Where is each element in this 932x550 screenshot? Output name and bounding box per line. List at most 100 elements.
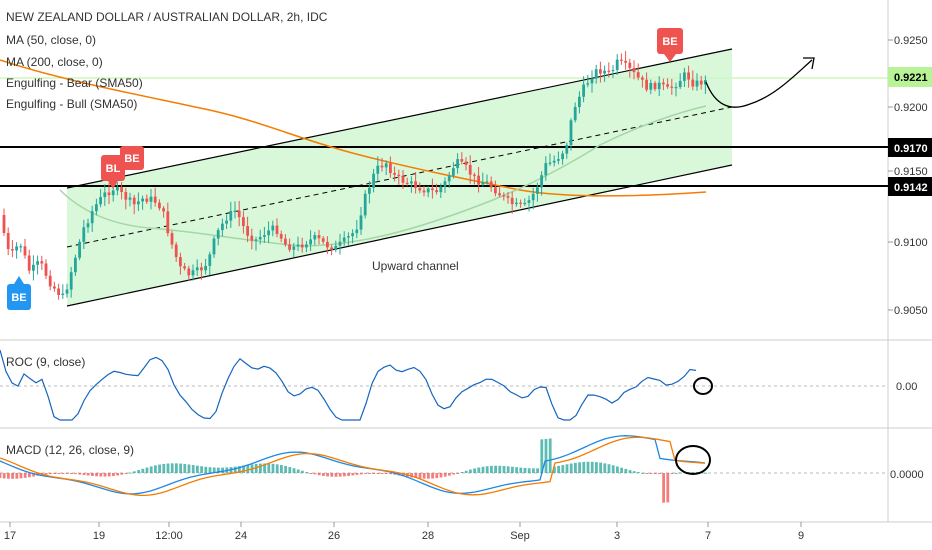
marker-bull-engulfing: BE bbox=[7, 276, 31, 310]
candle-body bbox=[624, 60, 627, 63]
macd-histogram-bar bbox=[574, 462, 577, 473]
macd-histogram-bar bbox=[704, 472, 707, 474]
macd-histogram-bar bbox=[221, 467, 224, 473]
candle-body bbox=[216, 230, 220, 239]
candle-body bbox=[74, 257, 77, 273]
macd-histogram-bar bbox=[141, 468, 145, 473]
candle-body bbox=[498, 193, 501, 196]
candle-body bbox=[393, 173, 396, 175]
candle-body bbox=[506, 195, 510, 198]
svg-text:BE: BE bbox=[662, 36, 677, 48]
candle-body bbox=[657, 82, 661, 90]
candle-body bbox=[477, 175, 480, 185]
candle-body bbox=[65, 289, 69, 294]
macd-histogram-bar bbox=[99, 473, 103, 477]
candle-body bbox=[15, 246, 18, 251]
candle-body bbox=[376, 165, 380, 174]
candle-body bbox=[166, 211, 170, 234]
macd-histogram-bar bbox=[204, 466, 208, 473]
y-tick-label: 0.9150 bbox=[894, 166, 928, 178]
candle-body bbox=[53, 286, 56, 289]
macd-histogram-bar bbox=[565, 464, 569, 473]
macd-histogram-bar bbox=[695, 472, 699, 474]
macd-histogram-bar bbox=[200, 466, 203, 473]
macd-line bbox=[0, 435, 706, 495]
candle-body bbox=[603, 70, 606, 74]
macd-histogram-bar bbox=[645, 473, 649, 474]
macd-histogram-bar bbox=[120, 473, 124, 475]
candle-body bbox=[195, 267, 199, 271]
candle-body bbox=[11, 249, 14, 251]
candle-body bbox=[397, 174, 401, 177]
macd-histogram-bar bbox=[133, 471, 136, 473]
macd-histogram-bar bbox=[393, 473, 397, 475]
candle-body bbox=[225, 220, 228, 224]
candle-body bbox=[468, 164, 472, 175]
macd-histogram-bar bbox=[691, 471, 695, 473]
last-price-label: 0.9221 bbox=[894, 72, 928, 84]
macd-histogram-bar bbox=[578, 462, 581, 473]
macd-histogram-bar bbox=[653, 473, 657, 475]
macd-title: MACD (12, 26, close, 9) bbox=[6, 443, 134, 457]
macd-histogram-bar bbox=[74, 473, 77, 475]
candle-body bbox=[342, 237, 346, 242]
macd-histogram-bar bbox=[561, 465, 565, 473]
macd-histogram-bar bbox=[267, 463, 271, 473]
candle-body bbox=[557, 159, 560, 161]
candle-body bbox=[460, 159, 464, 162]
candle-body bbox=[132, 197, 136, 205]
candle-body bbox=[418, 187, 422, 191]
candle-body bbox=[611, 69, 615, 72]
macd-histogram-bar bbox=[305, 472, 308, 474]
macd-histogram-bar bbox=[380, 473, 384, 474]
candle-body bbox=[23, 246, 27, 256]
macd-histogram-bar bbox=[263, 463, 266, 473]
legend-engulfing-bear: Engulfing - Bear (SMA50) bbox=[6, 76, 143, 90]
macd-histogram-bar bbox=[292, 468, 296, 473]
candle-body bbox=[489, 181, 493, 188]
candle-body bbox=[86, 223, 90, 228]
candlestick-series bbox=[2, 51, 707, 300]
candle-body bbox=[334, 245, 338, 250]
macd-histogram-bar bbox=[53, 473, 56, 474]
macd-histogram-bar bbox=[448, 473, 451, 476]
macd-histogram-bar bbox=[158, 464, 161, 473]
candle-body bbox=[120, 187, 123, 192]
candle-body bbox=[69, 272, 73, 290]
macd-histogram-bar bbox=[519, 467, 523, 473]
macd-histogram-bar bbox=[128, 472, 132, 474]
macd-histogram-bar bbox=[326, 473, 329, 477]
macd-histogram-bar bbox=[506, 466, 510, 473]
candle-body bbox=[481, 181, 485, 185]
x-tick-label: 17 bbox=[4, 530, 16, 542]
candle-body bbox=[372, 173, 375, 188]
marker-bear-engulfing-bl: BL bbox=[101, 155, 125, 189]
candle-body bbox=[158, 202, 161, 209]
roc-y-tick-label: 0.00 bbox=[896, 381, 917, 393]
macd-histogram-bar bbox=[532, 468, 535, 473]
candle-body bbox=[540, 175, 543, 188]
macd-histogram-bar bbox=[439, 473, 443, 478]
candle-body bbox=[699, 80, 703, 85]
legend-ma200: MA (200, close, 0) bbox=[6, 55, 103, 69]
macd-histogram-bar bbox=[280, 465, 283, 473]
y-tick-label: 0.9100 bbox=[894, 237, 928, 249]
ma200-line bbox=[0, 59, 707, 197]
macd-histogram-bar bbox=[410, 473, 413, 478]
macd-histogram-bar bbox=[511, 466, 514, 473]
candle-body bbox=[338, 241, 342, 246]
candle-body bbox=[649, 82, 653, 90]
candle-body bbox=[229, 210, 233, 221]
candle-body bbox=[19, 246, 23, 248]
x-tick-label: 19 bbox=[93, 530, 105, 542]
candle-body bbox=[405, 182, 409, 185]
macd-histogram-bar bbox=[624, 468, 628, 473]
candle-body bbox=[687, 72, 690, 80]
candle-body bbox=[313, 235, 317, 240]
macd-histogram-bar bbox=[553, 466, 556, 473]
projection-curve bbox=[705, 59, 813, 108]
candle-body bbox=[544, 163, 548, 176]
candle-body bbox=[267, 230, 270, 236]
candle-body bbox=[57, 288, 60, 295]
macd-histogram-bar bbox=[309, 473, 313, 474]
